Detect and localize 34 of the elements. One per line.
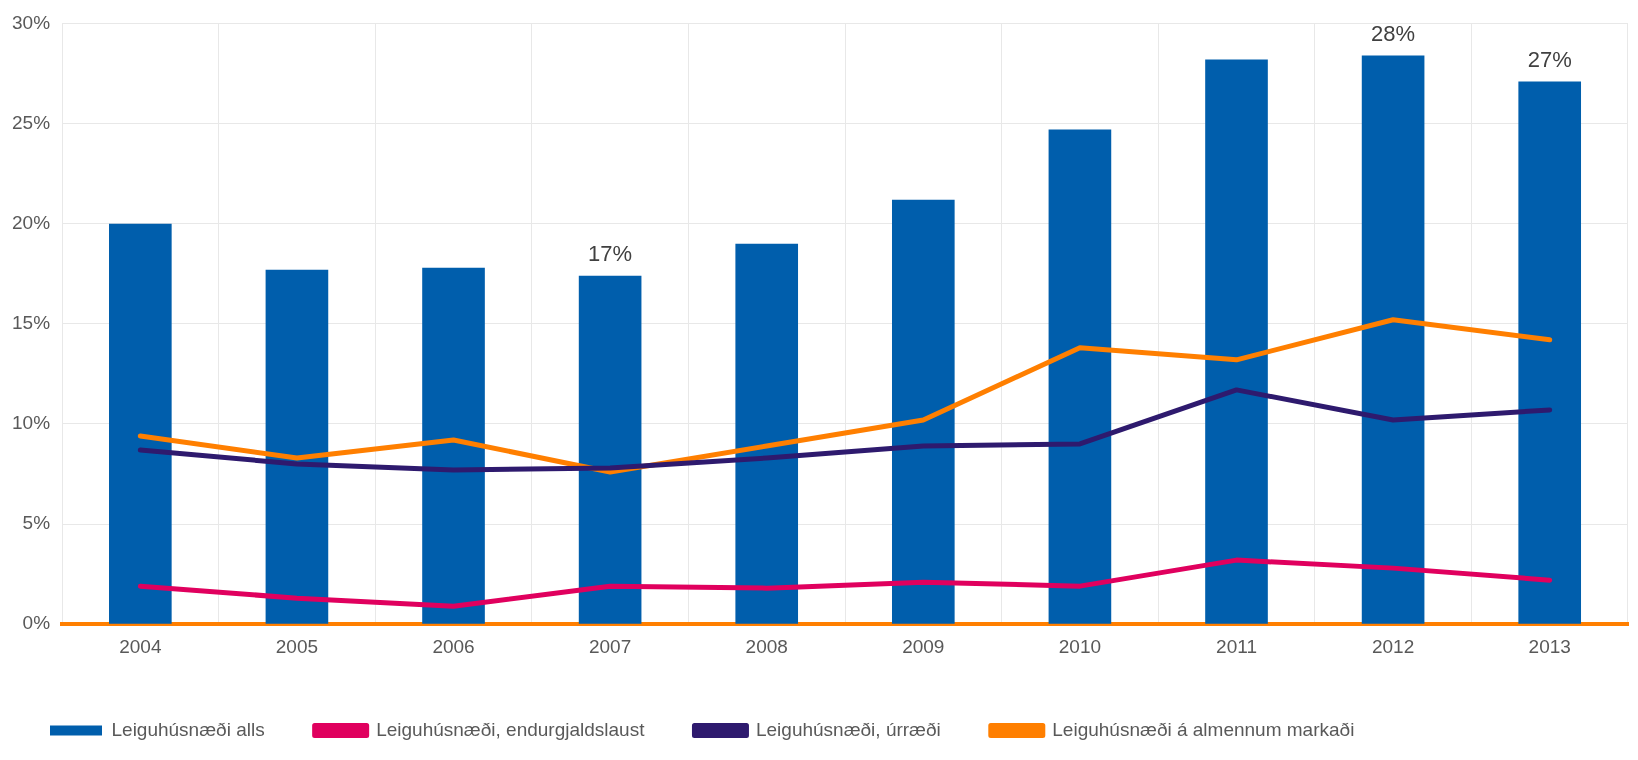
y-tick-label: 5% — [22, 512, 51, 534]
y-tick-label: 30% — [12, 11, 51, 33]
y-tick-label: 20% — [12, 211, 51, 233]
x-tick-label: 2006 — [432, 635, 475, 657]
data-label: 28% — [1371, 20, 1416, 46]
bar — [1048, 129, 1112, 624]
bar — [891, 199, 955, 624]
bar — [578, 275, 642, 624]
legend-label: Leiguhúsnæði á almennum markaði — [1052, 718, 1355, 740]
x-tick-label: 2011 — [1216, 635, 1257, 657]
x-tick-label: 2005 — [275, 635, 319, 657]
data-label: 17% — [588, 240, 633, 266]
x-tick-label: 2010 — [1058, 635, 1102, 657]
legend-label: Leiguhúsnæði, endurgjaldslaust — [376, 718, 646, 740]
y-tick-label: 0% — [22, 612, 51, 634]
legend-label: Leiguhúsnæði, úrræði — [755, 718, 941, 740]
bar — [109, 223, 172, 624]
y-tick-label: 10% — [12, 412, 51, 434]
x-tick-label: 2009 — [902, 635, 945, 657]
y-tick-label: 25% — [12, 111, 51, 133]
data-label: 27% — [1527, 46, 1572, 72]
bar — [265, 269, 329, 624]
x-tick-label: 2007 — [588, 635, 632, 657]
bar — [735, 243, 799, 624]
x-tick-label: 2008 — [745, 635, 788, 657]
legend-label: Leiguhúsnæði alls — [111, 718, 265, 740]
x-tick-label: 2004 — [119, 635, 162, 657]
y-tick-label: 15% — [12, 312, 51, 334]
bar — [1518, 81, 1582, 624]
bar — [1361, 55, 1425, 624]
x-tick-label: 2012 — [1371, 635, 1415, 657]
bar — [1205, 59, 1268, 624]
x-tick-label: 2013 — [1528, 635, 1571, 657]
bar — [422, 267, 485, 624]
